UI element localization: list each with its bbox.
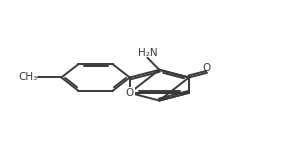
Text: CH₃: CH₃ <box>18 72 38 83</box>
Text: H₂N: H₂N <box>138 48 157 58</box>
Text: O: O <box>125 88 134 98</box>
Text: O: O <box>203 63 211 73</box>
